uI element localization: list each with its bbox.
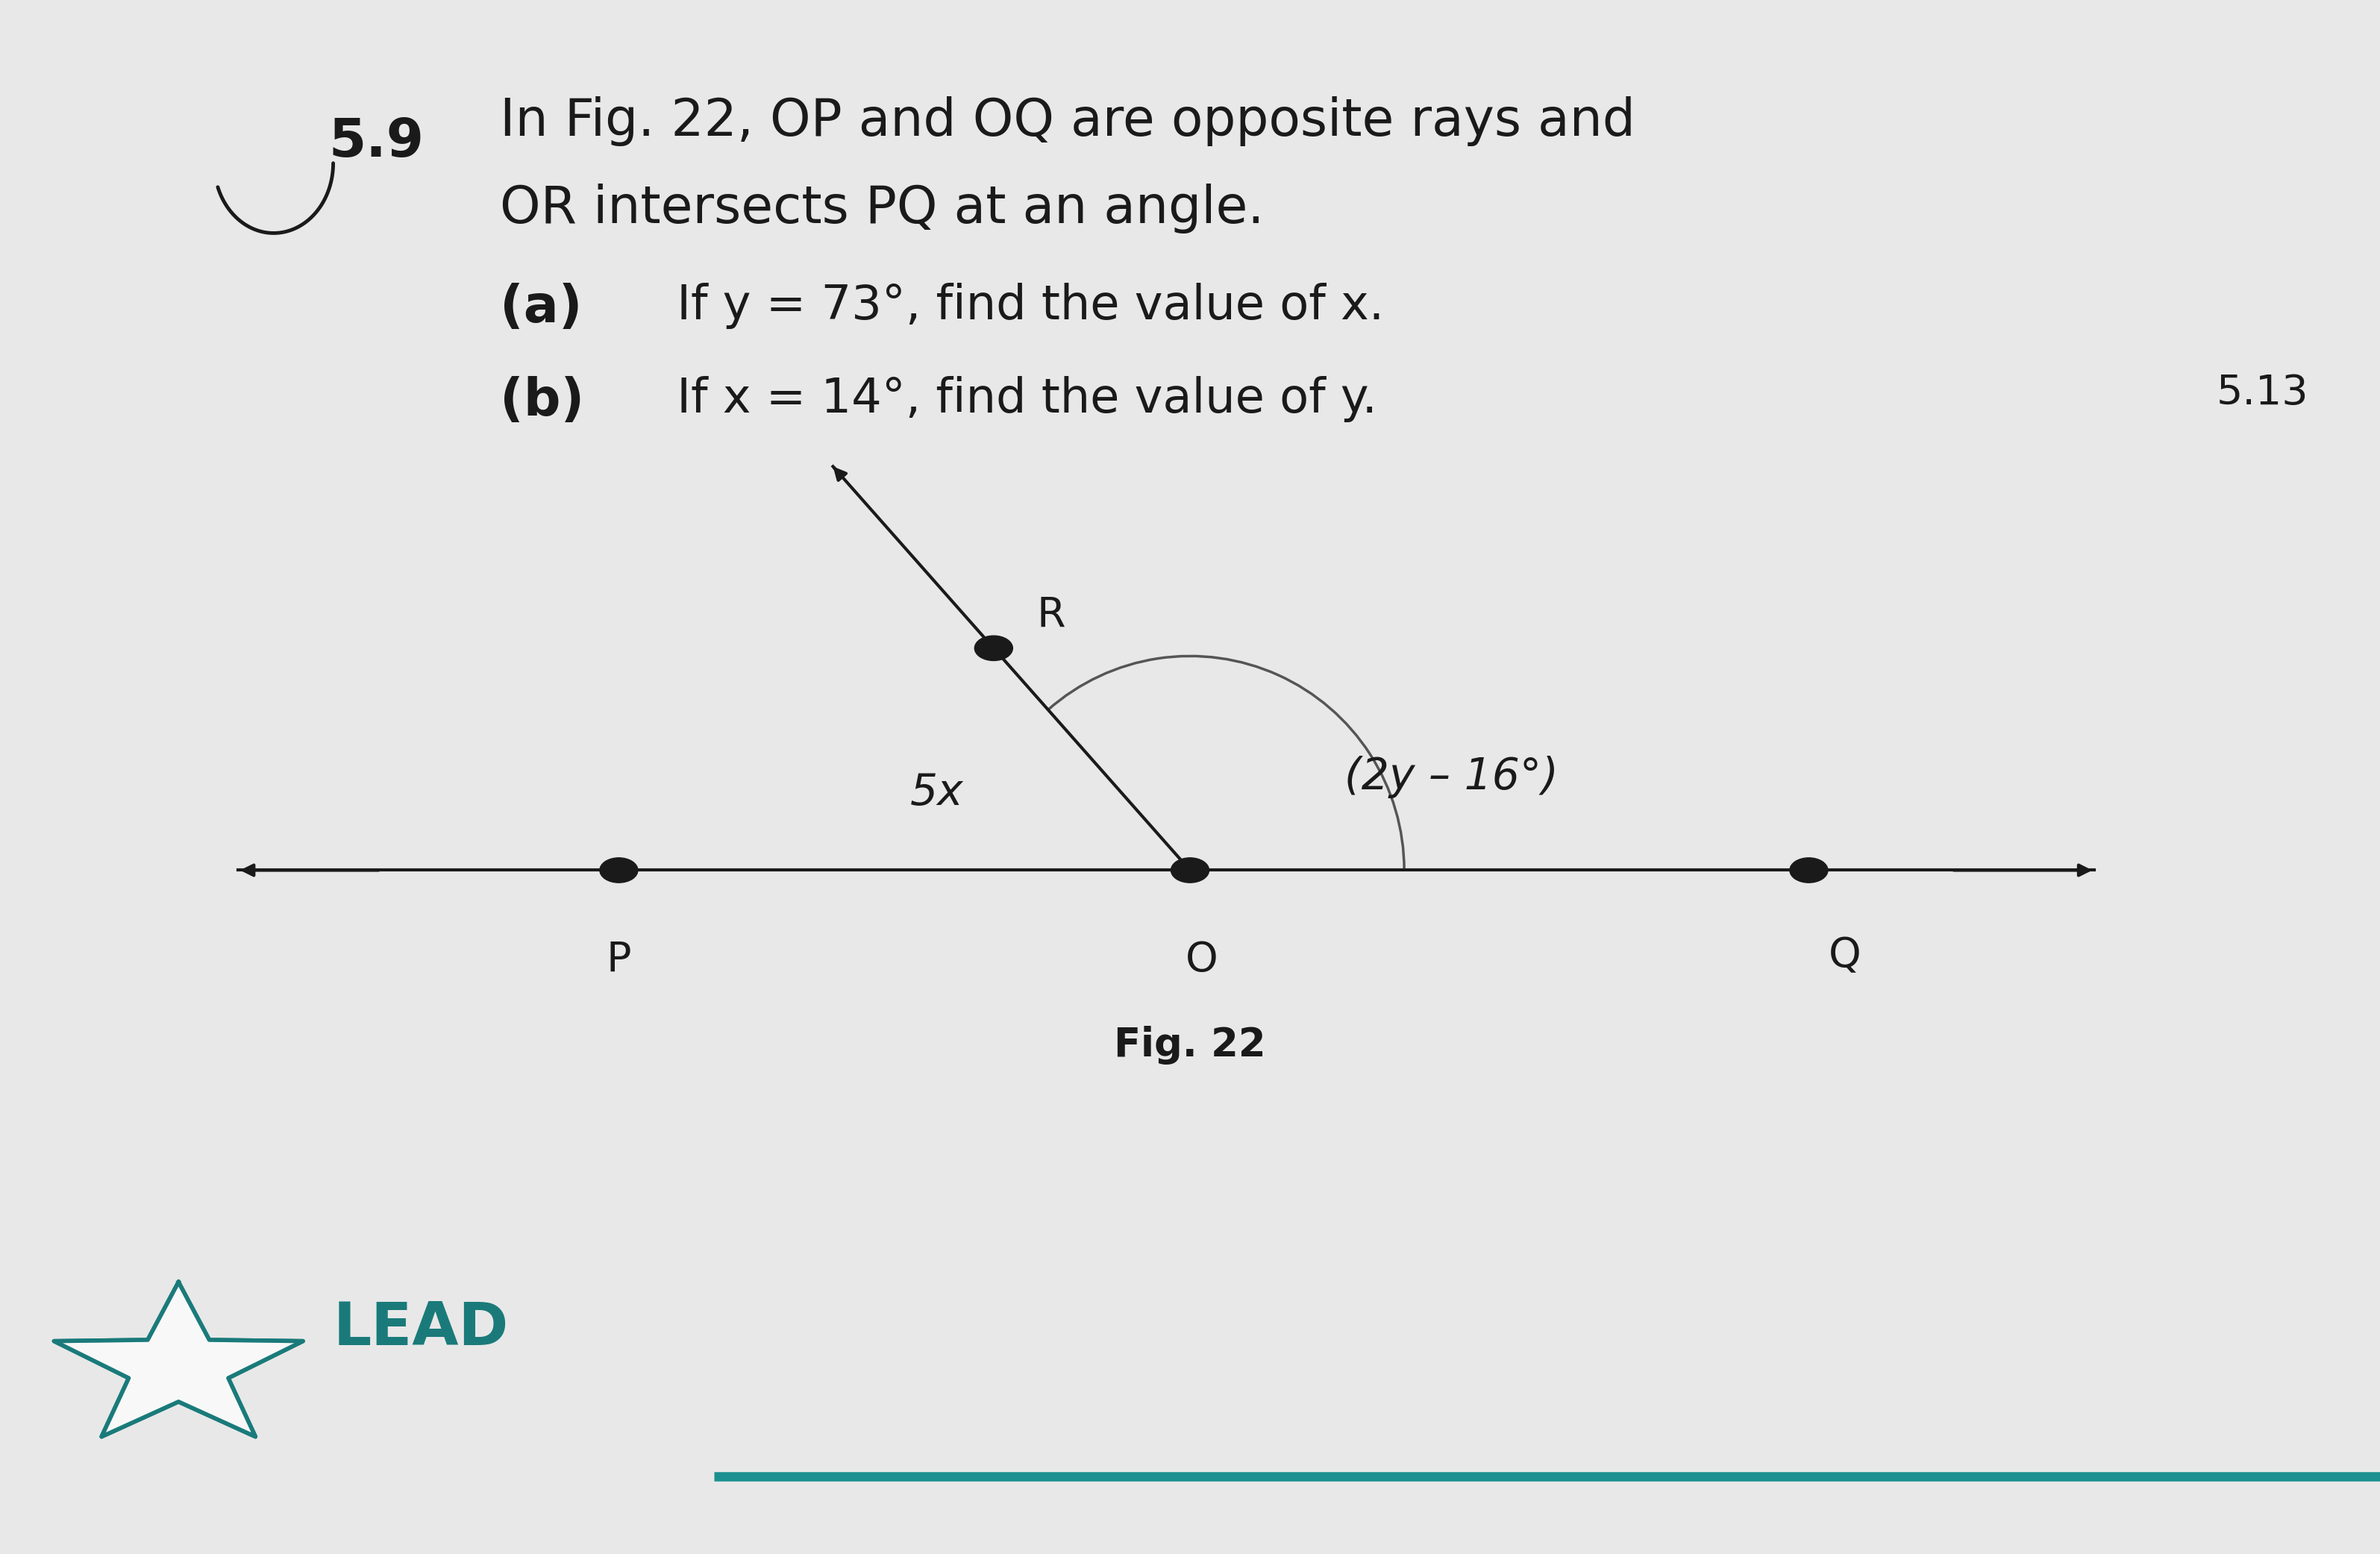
Text: OR intersects PQ at an angle.: OR intersects PQ at an angle.: [500, 183, 1264, 233]
Text: Fig. 22: Fig. 22: [1114, 1026, 1266, 1064]
Text: LEAD: LEAD: [333, 1299, 509, 1358]
Polygon shape: [55, 1282, 302, 1436]
Circle shape: [1790, 858, 1828, 883]
Circle shape: [600, 858, 638, 883]
Text: If y = 73°, find the value of x.: If y = 73°, find the value of x.: [662, 283, 1383, 329]
Text: In Fig. 22, OP and OQ are opposite rays and: In Fig. 22, OP and OQ are opposite rays …: [500, 96, 1635, 146]
Text: O: O: [1185, 940, 1219, 981]
Text: (2y – 16°): (2y – 16°): [1345, 755, 1559, 799]
Text: P: P: [607, 940, 631, 981]
Text: If x = 14°, find the value of y.: If x = 14°, find the value of y.: [662, 376, 1378, 423]
Text: (b): (b): [500, 376, 585, 426]
Text: R: R: [1038, 595, 1066, 636]
Circle shape: [1171, 858, 1209, 883]
Text: Q: Q: [1828, 936, 1861, 976]
Text: (a): (a): [500, 283, 583, 333]
Text: 5x: 5x: [912, 771, 964, 814]
Text: 5.9: 5.9: [328, 117, 424, 168]
Circle shape: [976, 636, 1014, 660]
Text: 5.13: 5.13: [2216, 373, 2309, 413]
